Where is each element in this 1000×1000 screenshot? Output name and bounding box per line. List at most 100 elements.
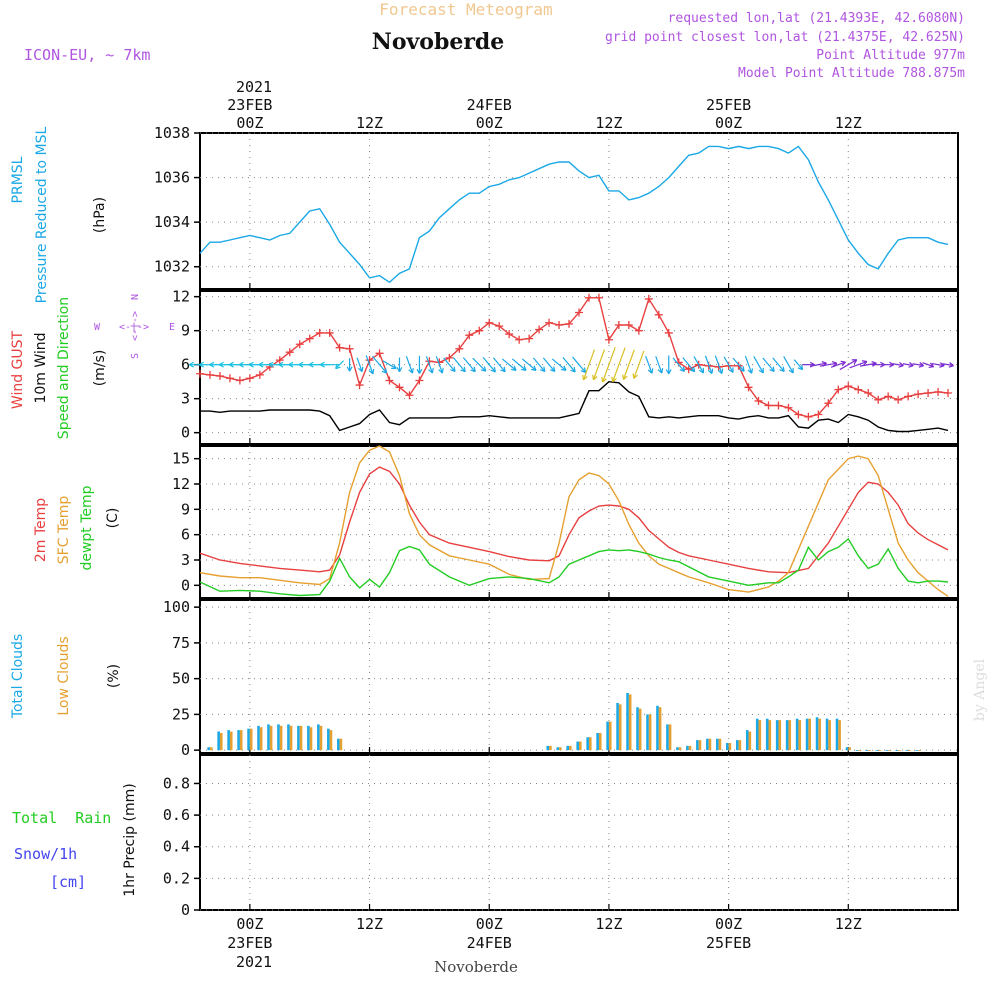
temperature-ytick-label-0: 0 — [181, 576, 190, 594]
wind-arrow-71 — [902, 363, 914, 367]
temperature-series-sfc-temp — [199, 445, 949, 597]
clouds-bar-low-clouds-15 — [559, 747, 562, 751]
wind-gust-point-65 — [844, 382, 853, 391]
precip-ytick-label-3: 0.6 — [163, 806, 190, 824]
wind-gust-point-62 — [814, 410, 823, 419]
clouds-bar-low-clouds-50 — [908, 750, 911, 751]
clouds-bar-total-clouds-18 — [586, 737, 589, 751]
clouds-bar-total-clouds-2 — [227, 730, 230, 751]
clouds-bar-low-clouds-20 — [608, 721, 612, 751]
point-altitude: Point Altitude 977m — [816, 48, 965, 63]
clouds-bar-low-clouds-24 — [648, 714, 652, 751]
wind-unit: (m/s) — [92, 350, 108, 387]
clouds-bar-low-clouds-4 — [249, 728, 253, 751]
wind-arrow-head-26 — [460, 366, 466, 373]
wind-arrow-28 — [472, 357, 487, 372]
panels: 1032 1034 1036 1038 0 3 6 9 12 0 3 6 9 12 15 0 25 50 75 100… — [154, 124, 959, 919]
clouds-bar-low-clouds-47 — [878, 750, 881, 751]
clouds-ytick-label-3: 75 — [172, 634, 190, 652]
wind-arrow-head-21 — [408, 367, 414, 374]
precip-unit: 1hr Precip (mm) — [122, 783, 138, 896]
wind-arrow-head-70 — [898, 361, 904, 368]
wind-arrow-head-5 — [238, 361, 244, 368]
clouds-bar-total-clouds-17 — [576, 741, 579, 751]
temperature-panel: 0 3 6 9 12 15 — [172, 445, 959, 599]
top-date-label-4: 25FEB — [706, 96, 751, 114]
wind-arrow-head-33 — [530, 365, 537, 371]
wind-gust-point-72 — [914, 390, 923, 399]
clouds-bar-total-clouds-0 — [207, 747, 210, 751]
clouds-bar-total-clouds-21 — [616, 702, 619, 751]
clouds-bar-total-clouds-48 — [885, 750, 889, 751]
wind-gust-point-43 — [624, 321, 633, 329]
clouds-bar-low-clouds-21 — [618, 704, 622, 751]
wind-gust-point-39 — [584, 293, 593, 302]
wind-gust-point-70 — [894, 395, 903, 404]
wind-gust-point-2 — [215, 372, 224, 380]
wind-arrow-head-2 — [209, 361, 215, 368]
wind-arrow-head-20 — [396, 367, 403, 373]
clouds-bar-total-clouds-28 — [686, 745, 689, 751]
clouds-bar-total-clouds-37 — [775, 720, 779, 751]
wind-arrow-head-9 — [278, 361, 284, 368]
footer-location: Novoberde — [434, 958, 518, 976]
wind-arrow-head-44 — [632, 373, 638, 379]
wind-arrow-32 — [511, 358, 527, 371]
wind-arrow-25 — [443, 357, 456, 372]
clouds-bar-low-clouds-45 — [858, 750, 861, 751]
compass-icon: W <-|-> E <-|-> N S — [94, 294, 175, 359]
wind-gust-point-10 — [295, 340, 304, 349]
precip-panel-labels: Total Rain Snow/1h [cm] 1hr Precip (mm) — [12, 783, 138, 896]
wind-arrow-head-22 — [416, 368, 423, 374]
clouds-bar-low-clouds-9 — [299, 725, 303, 751]
precip-ytick-label-1: 0.2 — [163, 869, 190, 887]
wind-arrow-40 — [592, 349, 606, 381]
wind-arrow-head-25 — [450, 366, 456, 373]
pressure-panel-labels: PRMSL Pressure Reduced to MSL (hPa) — [10, 126, 108, 303]
wind-gust-point-44 — [634, 326, 643, 335]
wind-gust-point-56 — [754, 396, 763, 405]
wind-gust-point-31 — [505, 330, 514, 339]
clouds-bar-low-clouds-0 — [209, 747, 213, 751]
clouds-bar-total-clouds-46 — [865, 750, 869, 751]
wind-gust-point-64 — [834, 385, 843, 394]
clouds-bar-low-clouds-51 — [918, 750, 921, 751]
wind-gust-point-1 — [205, 370, 214, 379]
wind-gust-point-69 — [884, 392, 893, 401]
wind-arrow-head-57 — [769, 366, 775, 373]
wind-label-10m: 10m Wind — [33, 332, 49, 403]
wind-gust-point-9 — [285, 348, 294, 357]
wind-arrow-head-75 — [948, 362, 954, 368]
clouds-bar-total-clouds-5 — [257, 725, 260, 751]
wind-arrow-54 — [732, 357, 745, 372]
wind-gust-point-17 — [365, 356, 374, 365]
wind-arrow-head-27 — [470, 366, 476, 373]
compass-west: W — [94, 322, 101, 333]
top-year-label: 2021 — [236, 78, 272, 96]
wind-gust-point-49 — [684, 365, 693, 374]
wind-arrow-head-49 — [689, 366, 696, 373]
temperature-frame — [199, 445, 959, 599]
wind-arrow-29 — [482, 357, 496, 373]
wind-gust-point-45 — [644, 294, 653, 303]
clouds-bar-low-clouds-22 — [628, 694, 632, 751]
precip-ytick-label-2: 0.4 — [163, 838, 190, 856]
wind-arrow-head-74 — [939, 362, 945, 368]
clouds-bar-low-clouds-48 — [888, 750, 891, 751]
precip-ytick-label-0: 0 — [181, 901, 190, 919]
wind-gust-point-54 — [734, 361, 743, 370]
wind-arrow-head-38 — [580, 367, 587, 373]
clouds-bar-total-clouds-9 — [297, 725, 300, 751]
wind-arrow-58 — [772, 357, 785, 372]
clouds-bar-total-clouds-24 — [646, 714, 649, 751]
clouds-bar-low-clouds-36 — [768, 720, 772, 751]
wind-arrow-head-50 — [698, 367, 705, 374]
clouds-bar-low-clouds-14 — [549, 745, 552, 751]
clouds-bar-low-clouds-29 — [698, 740, 702, 751]
compass-north: N — [130, 294, 141, 300]
wind-arrow-head-72 — [918, 362, 924, 368]
wind-gust-point-28 — [475, 326, 484, 335]
clouds-bar-total-clouds-41 — [815, 717, 819, 751]
clouds-bar-total-clouds-34 — [745, 730, 749, 751]
